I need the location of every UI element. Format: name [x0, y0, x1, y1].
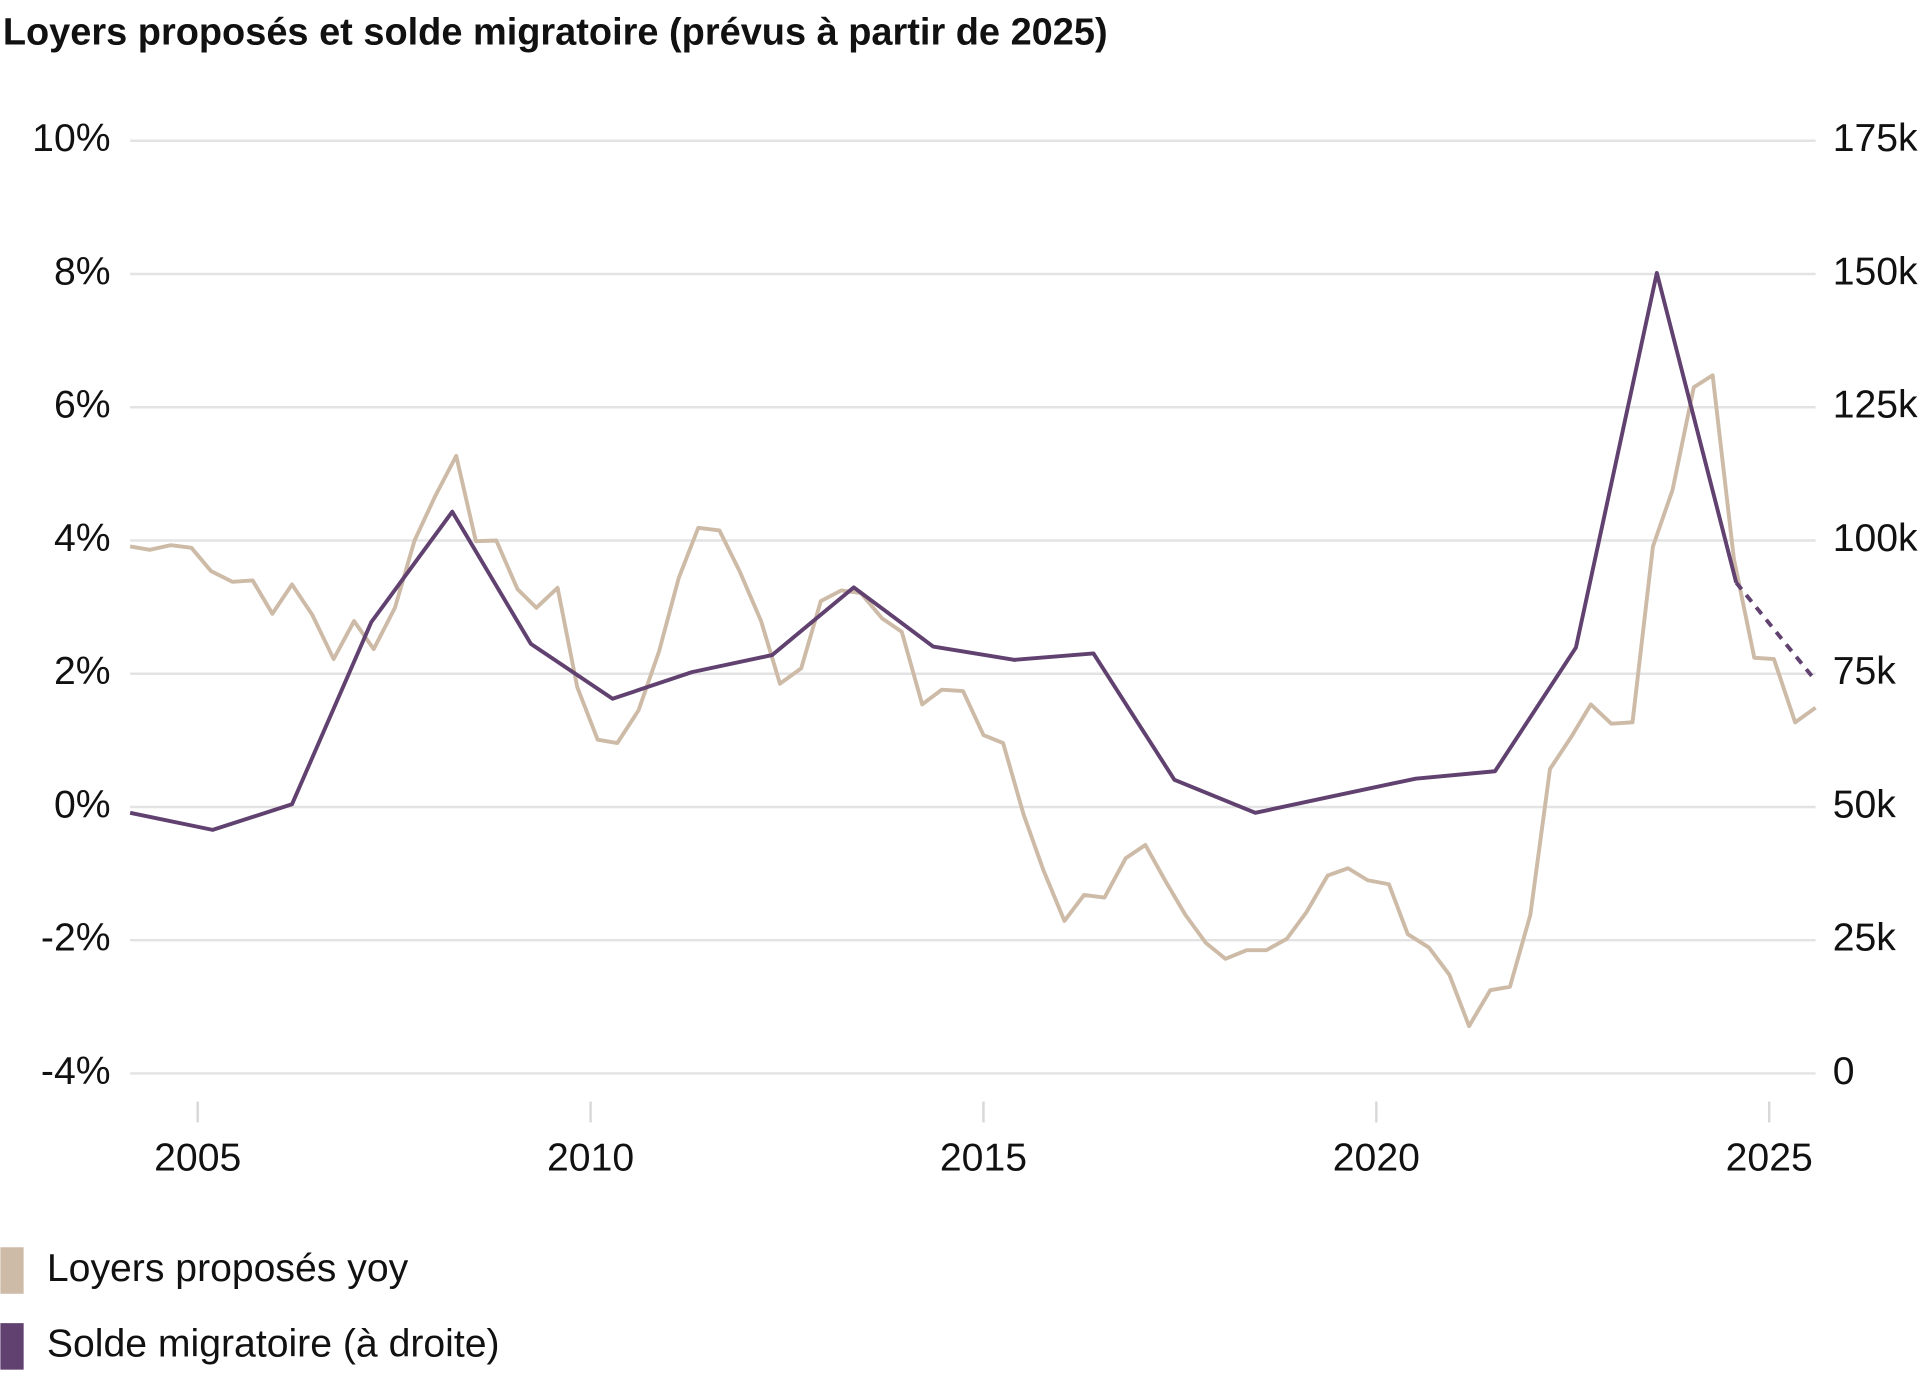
y-tick-label: 10% [32, 117, 110, 160]
y2-tick-label: 0 [1833, 1050, 1855, 1093]
legend-label: Solde migratoire (à droite) [47, 1323, 500, 1366]
x-tick-label: 2025 [1726, 1137, 1813, 1180]
x-tick-label: 2010 [547, 1137, 634, 1180]
legend-label: Loyers proposés yoy [47, 1247, 409, 1290]
legend-swatch [0, 1247, 24, 1294]
y2-tick-label: 100k [1833, 517, 1918, 560]
line-series [129, 373, 1817, 1029]
chart-title: Loyers proposés et solde migratoire (pré… [3, 11, 1108, 53]
y-tick-label: 8% [54, 250, 111, 293]
y-tick-label: 0% [54, 783, 111, 826]
line-forecast [1734, 581, 1818, 682]
y-tick-label: -2% [41, 917, 111, 960]
y-tick-label: 4% [54, 517, 111, 560]
x-tick-label: 2020 [1333, 1137, 1420, 1180]
y-tick-label: 6% [54, 384, 111, 427]
legend-swatch [0, 1323, 24, 1370]
x-tick-label: 2005 [154, 1137, 241, 1180]
y2-tick-label: 50k [1833, 783, 1897, 826]
y-tick-label: 2% [54, 650, 111, 693]
y2-tick-label: 150k [1833, 250, 1918, 293]
y2-tick-label: 25k [1833, 917, 1897, 960]
y2-tick-label: 125k [1833, 384, 1918, 427]
y-tick-label: -4% [41, 1050, 111, 1093]
line-series [129, 270, 1739, 832]
y2-tick-label: 175k [1833, 117, 1918, 160]
x-tick-label: 2015 [940, 1137, 1027, 1180]
y2-tick-label: 75k [1833, 650, 1897, 693]
